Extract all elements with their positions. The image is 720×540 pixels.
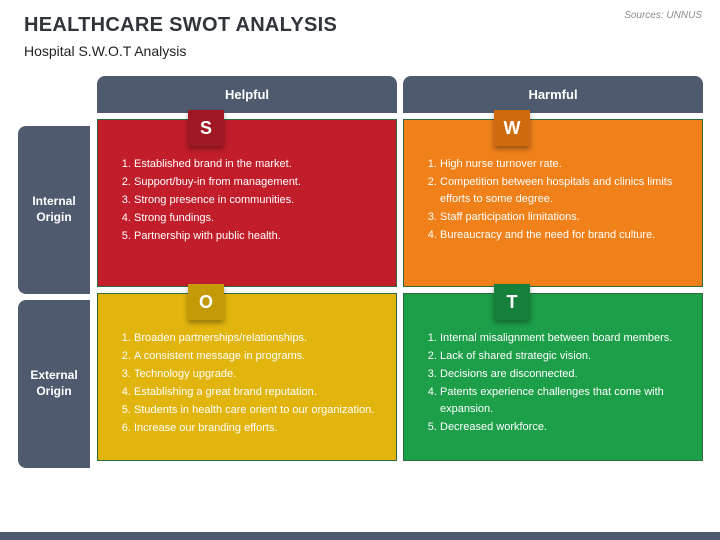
source-text: Sources: UNNUS — [624, 10, 702, 21]
column-headers: Helpful Harmful — [97, 76, 703, 113]
list-item: A consistent message in programs. — [134, 348, 382, 365]
letter-t: T — [494, 284, 530, 320]
col-harmful: Harmful — [403, 76, 703, 113]
list-item: Decreased workforce. — [440, 419, 688, 436]
page-title: HEALTHCARE SWOT ANALYSIS — [24, 14, 696, 37]
letter-w: W — [494, 110, 530, 146]
swot-grid: Helpful Harmful S Established brand in t… — [97, 76, 703, 461]
list-item: Technology upgrade. — [134, 366, 382, 383]
quadrant-opportunities: O Broaden partnerships/relationships.A c… — [97, 293, 397, 461]
header: HEALTHCARE SWOT ANALYSIS Hospital S.W.O.… — [0, 0, 720, 67]
list-item: Partnership with public health. — [134, 228, 382, 245]
letter-o: O — [188, 284, 224, 320]
list-item: Established brand in the market. — [134, 156, 382, 173]
row-label-external: External Origin — [18, 300, 90, 468]
list-item: Broaden partnerships/relationships. — [134, 330, 382, 347]
list-item: Increase our branding efforts. — [134, 420, 382, 437]
quadrant-strengths: S Established brand in the market.Suppor… — [97, 119, 397, 287]
list-item: Strong fundings. — [134, 210, 382, 227]
footer-bar — [0, 532, 720, 540]
list-item: High nurse turnover rate. — [440, 156, 688, 173]
col-helpful: Helpful — [97, 76, 397, 113]
list-item: Decisions are disconnected. — [440, 366, 688, 383]
list-item: Lack of shared strategic vision. — [440, 348, 688, 365]
list-opportunities: Broaden partnerships/relationships.A con… — [116, 330, 382, 437]
quadrant-threats: T Internal misalignment between board me… — [403, 293, 703, 461]
letter-s: S — [188, 110, 224, 146]
list-item: Support/buy-in from management. — [134, 174, 382, 191]
list-item: Bureaucracy and the need for brand cultu… — [440, 227, 688, 244]
row-label-internal: Internal Origin — [18, 126, 90, 294]
list-threats: Internal misalignment between board memb… — [422, 330, 688, 436]
list-item: Patents experience challenges that come … — [440, 384, 688, 418]
list-item: Establishing a great brand reputation. — [134, 384, 382, 401]
list-strengths: Established brand in the market.Support/… — [116, 156, 382, 245]
list-item: Students in health care orient to our or… — [134, 402, 382, 419]
page-subtitle: Hospital S.W.O.T Analysis — [24, 43, 696, 59]
list-weaknesses: High nurse turnover rate.Competition bet… — [422, 156, 688, 244]
list-item: Strong presence in communities. — [134, 192, 382, 209]
list-item: Competition between hospitals and clinic… — [440, 174, 688, 208]
row-labels: Internal Origin External Origin — [18, 126, 90, 468]
quadrant-weaknesses: W High nurse turnover rate.Competition b… — [403, 119, 703, 287]
list-item: Staff participation limitations. — [440, 209, 688, 226]
list-item: Internal misalignment between board memb… — [440, 330, 688, 347]
